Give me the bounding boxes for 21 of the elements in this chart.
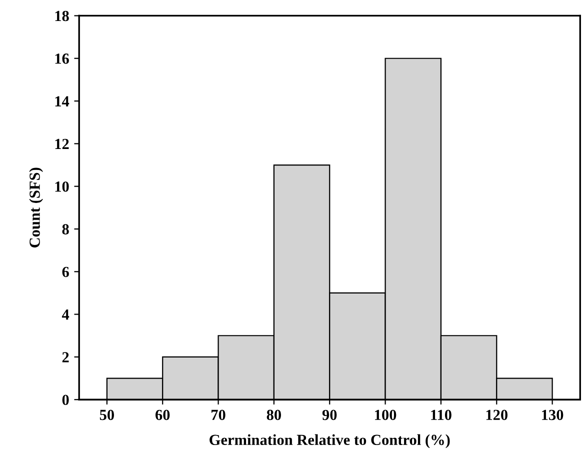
y-tick-label: 14 [55, 96, 70, 106]
y-tick-label: 4 [62, 310, 70, 320]
x-tick-label: 90 [322, 410, 337, 420]
x-tick-label: 50 [100, 410, 114, 420]
y-tick-label: 8 [62, 224, 69, 234]
x-axis-title: Germination Relative to Control (%) [210, 434, 450, 448]
x-tick-label: 80 [266, 410, 282, 420]
x-tick-label: 110 [431, 410, 452, 420]
x-tick-label: 120 [486, 410, 508, 420]
x-tick-label: 60 [156, 410, 170, 420]
y-tick-label: 18 [55, 10, 69, 22]
y-axis-title: Count (SFS) [29, 168, 43, 248]
x-tick-label: 100 [375, 410, 396, 420]
y-tick-label: 16 [55, 54, 69, 64]
y-tick-label: 12 [55, 138, 69, 149]
y-tick-label: 10 [55, 181, 69, 192]
x-tick-label: 130 [542, 410, 564, 420]
x-tick-label: 70 [212, 410, 226, 420]
y-tick-label: 2 [62, 352, 69, 362]
y-tick-label: 0 [62, 394, 69, 406]
y-tick-label: 6 [62, 266, 69, 278]
